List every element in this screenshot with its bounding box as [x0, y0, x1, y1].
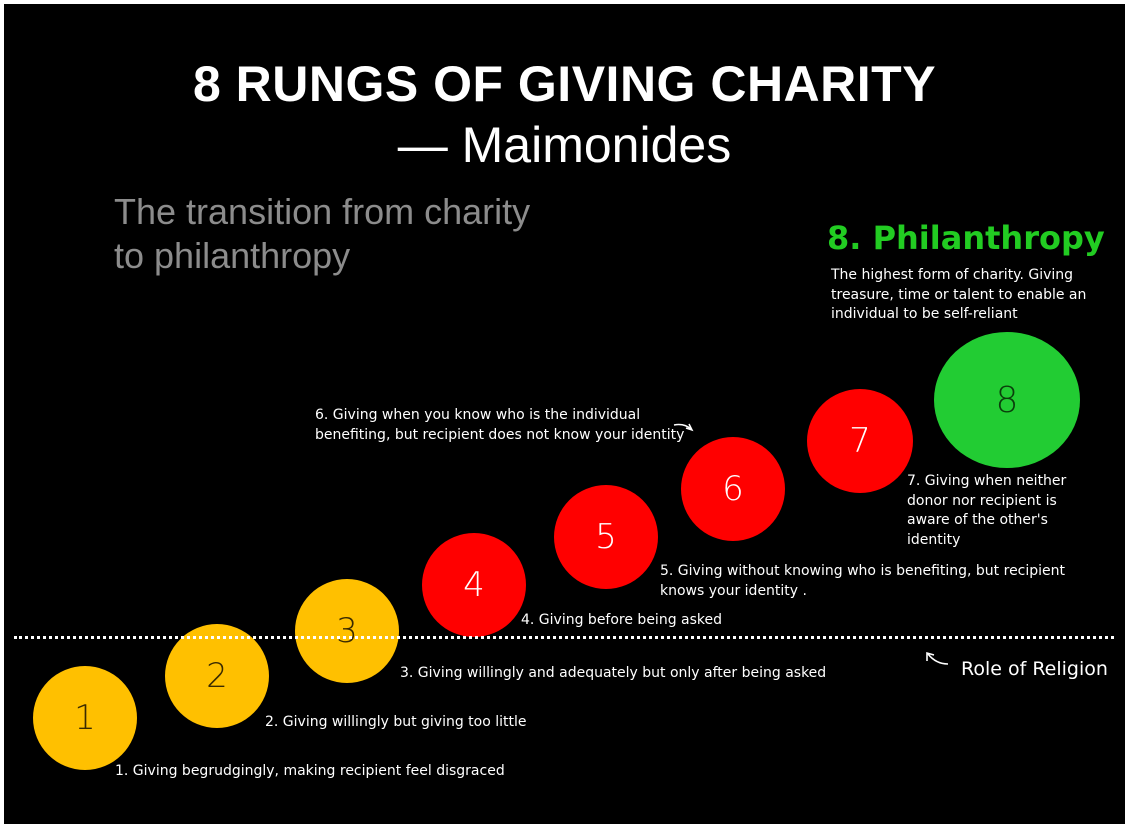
rung-label-5: 5. Giving without knowing who is benefit… — [660, 563, 1066, 599]
role-of-religion-label: Role of Religion — [961, 658, 1108, 680]
slide-subtitle: — Maimonides — [397, 117, 732, 173]
rung-number-1: 1 — [74, 698, 96, 738]
rung-label-1: 1. Giving begrudgingly, making recipient… — [115, 763, 505, 779]
rung-label-3: 3. Giving willingly and adequately but o… — [400, 665, 827, 681]
slide-title: 8 RUNGS OF GIVING CHARITY — [192, 56, 937, 112]
rung-label-2: 2. Giving willingly but giving too littl… — [265, 714, 527, 730]
rung-number-5: 5 — [595, 517, 617, 557]
arrow-icon-rung-6 — [673, 423, 694, 432]
rung-number-7: 7 — [849, 421, 871, 461]
rung-number-8: 8 — [995, 379, 1019, 421]
rung-circle-5: 5 — [554, 485, 658, 589]
rung-circle-4: 4 — [422, 533, 526, 637]
rung-label-7: 7. Giving when neither donor nor recipie… — [907, 473, 1067, 548]
slide: 8 RUNGS OF GIVING CHARITY — Maimonides T… — [4, 4, 1125, 824]
rung-number-3: 3 — [336, 611, 358, 651]
rung-label-6: 6. Giving when you know who is the indiv… — [315, 407, 685, 443]
rung-circle-2: 2 — [165, 624, 269, 728]
transition-text: The transition from charity to philanthr… — [114, 191, 531, 276]
religion-divider-line — [14, 636, 1114, 639]
philanthropy-title: 8. Philanthropy — [827, 219, 1105, 257]
rung-circle-6: 6 — [681, 437, 785, 541]
rung-circle-3: 3 — [295, 579, 399, 683]
rung-number-4: 4 — [463, 565, 485, 605]
rung-number-2: 2 — [206, 656, 228, 696]
rung-label-4: 4. Giving before being asked — [521, 612, 723, 628]
philanthropy-description: The highest form of charity. Giving trea… — [831, 267, 1087, 322]
rung-circle-8: 8 — [934, 332, 1080, 468]
rung-number-6: 6 — [722, 469, 744, 509]
rung-circle-1: 1 — [33, 666, 137, 770]
arrow-icon-religion — [926, 651, 949, 665]
rung-circle-7: 7 — [807, 389, 913, 493]
